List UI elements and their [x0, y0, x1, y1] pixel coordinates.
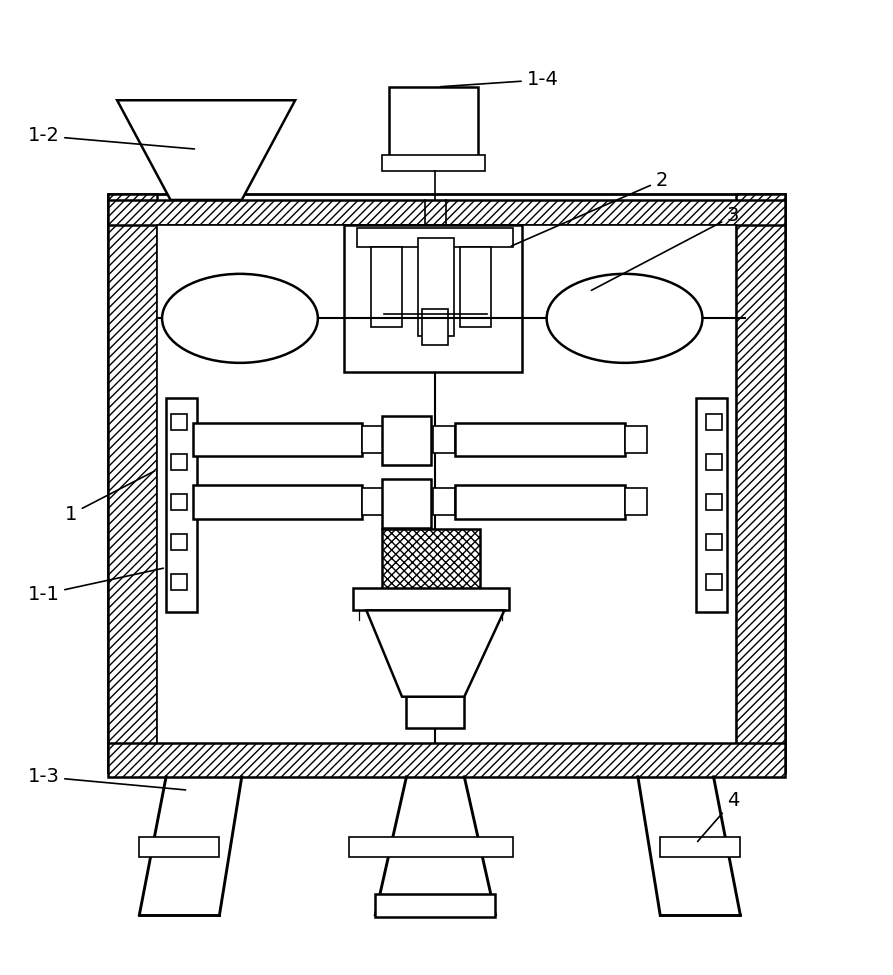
Bar	[108, 748, 785, 772]
Bar	[193, 485, 362, 519]
Bar	[371, 247, 402, 328]
Text: 3: 3	[591, 207, 739, 291]
Bar	[433, 426, 455, 452]
Bar	[353, 588, 509, 610]
Polygon shape	[366, 610, 505, 697]
Bar	[706, 413, 722, 430]
Text: 1-3: 1-3	[28, 767, 186, 790]
Bar	[157, 225, 736, 748]
Bar	[171, 533, 188, 550]
Bar	[382, 529, 480, 590]
Bar	[362, 488, 384, 515]
Bar	[706, 493, 722, 510]
Text: 1: 1	[64, 471, 154, 524]
Bar	[171, 453, 188, 470]
Bar	[348, 838, 513, 857]
Bar	[696, 399, 727, 612]
Text: 1-4: 1-4	[440, 70, 558, 90]
Bar	[421, 309, 448, 345]
Bar	[357, 227, 513, 247]
Bar	[171, 574, 188, 590]
Bar	[362, 426, 384, 452]
Bar	[382, 416, 431, 465]
Bar	[382, 155, 485, 172]
Bar	[418, 238, 454, 336]
Bar	[736, 194, 785, 772]
Bar	[455, 422, 624, 456]
Bar	[460, 247, 491, 328]
Text: 4: 4	[697, 792, 739, 841]
Bar	[406, 694, 464, 728]
Bar	[166, 399, 197, 612]
Bar	[624, 426, 647, 452]
Bar	[455, 485, 624, 519]
Bar	[706, 574, 722, 590]
Bar	[108, 194, 785, 772]
Bar	[171, 413, 188, 430]
Bar	[706, 533, 722, 550]
Bar	[706, 453, 722, 470]
Bar	[382, 479, 431, 527]
Bar	[193, 422, 362, 456]
Text: 1-2: 1-2	[28, 127, 195, 149]
Ellipse shape	[162, 274, 318, 363]
Ellipse shape	[547, 274, 703, 363]
Bar	[433, 488, 455, 515]
Bar	[375, 894, 496, 916]
Polygon shape	[117, 100, 296, 200]
Bar	[108, 743, 785, 777]
Bar	[660, 838, 740, 857]
Bar	[139, 838, 220, 857]
Text: 1-1: 1-1	[28, 568, 163, 604]
Bar	[624, 488, 647, 515]
Bar	[108, 200, 785, 225]
Bar	[171, 493, 188, 510]
Bar	[108, 194, 157, 772]
Bar	[344, 225, 522, 371]
Bar	[388, 87, 478, 163]
Text: 2: 2	[512, 171, 668, 246]
